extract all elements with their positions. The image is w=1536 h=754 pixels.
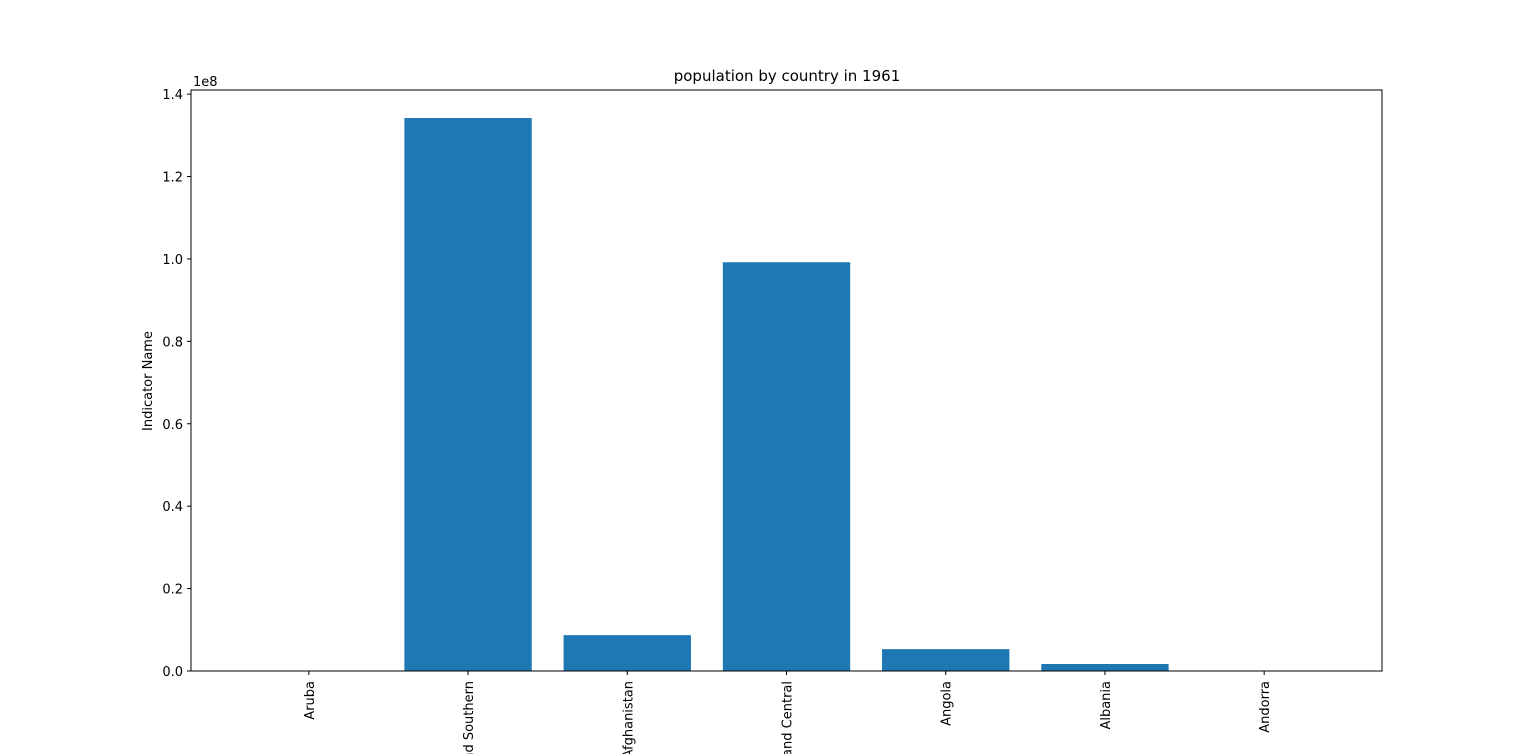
y-offset-label: 1e8 xyxy=(193,75,218,90)
plot-frame xyxy=(190,89,1383,672)
y-tick-label: 0.4 xyxy=(162,500,183,515)
x-tick-label: Afghanistan xyxy=(621,681,636,754)
x-tick-label: Andorra xyxy=(1258,681,1273,733)
y-axis-label: Indicator Name xyxy=(141,331,156,431)
x-tick-label: Angola xyxy=(940,681,955,726)
bar xyxy=(882,649,1010,671)
x-tick-label: Africa Western and Central xyxy=(781,681,796,754)
y-tick-label: 1.4 xyxy=(162,88,183,103)
chart-title: population by country in 1961 xyxy=(674,67,901,85)
bar xyxy=(563,635,691,671)
x-tick-label: Albania xyxy=(1099,681,1114,730)
y-tick-label: 0.0 xyxy=(162,665,183,680)
x-tick-label: Aruba xyxy=(303,681,318,720)
bar xyxy=(404,118,532,672)
y-tick-label: 1.0 xyxy=(162,253,183,268)
y-tick-label: 1.2 xyxy=(162,171,183,186)
y-tick-label: 0.8 xyxy=(162,335,183,350)
bar xyxy=(722,262,851,671)
y-tick-label: 0.6 xyxy=(162,418,183,433)
y-tick-label: 0.2 xyxy=(162,583,183,598)
x-tick-label: Africa Eastern and Southern xyxy=(462,681,477,754)
bar xyxy=(1041,663,1169,671)
